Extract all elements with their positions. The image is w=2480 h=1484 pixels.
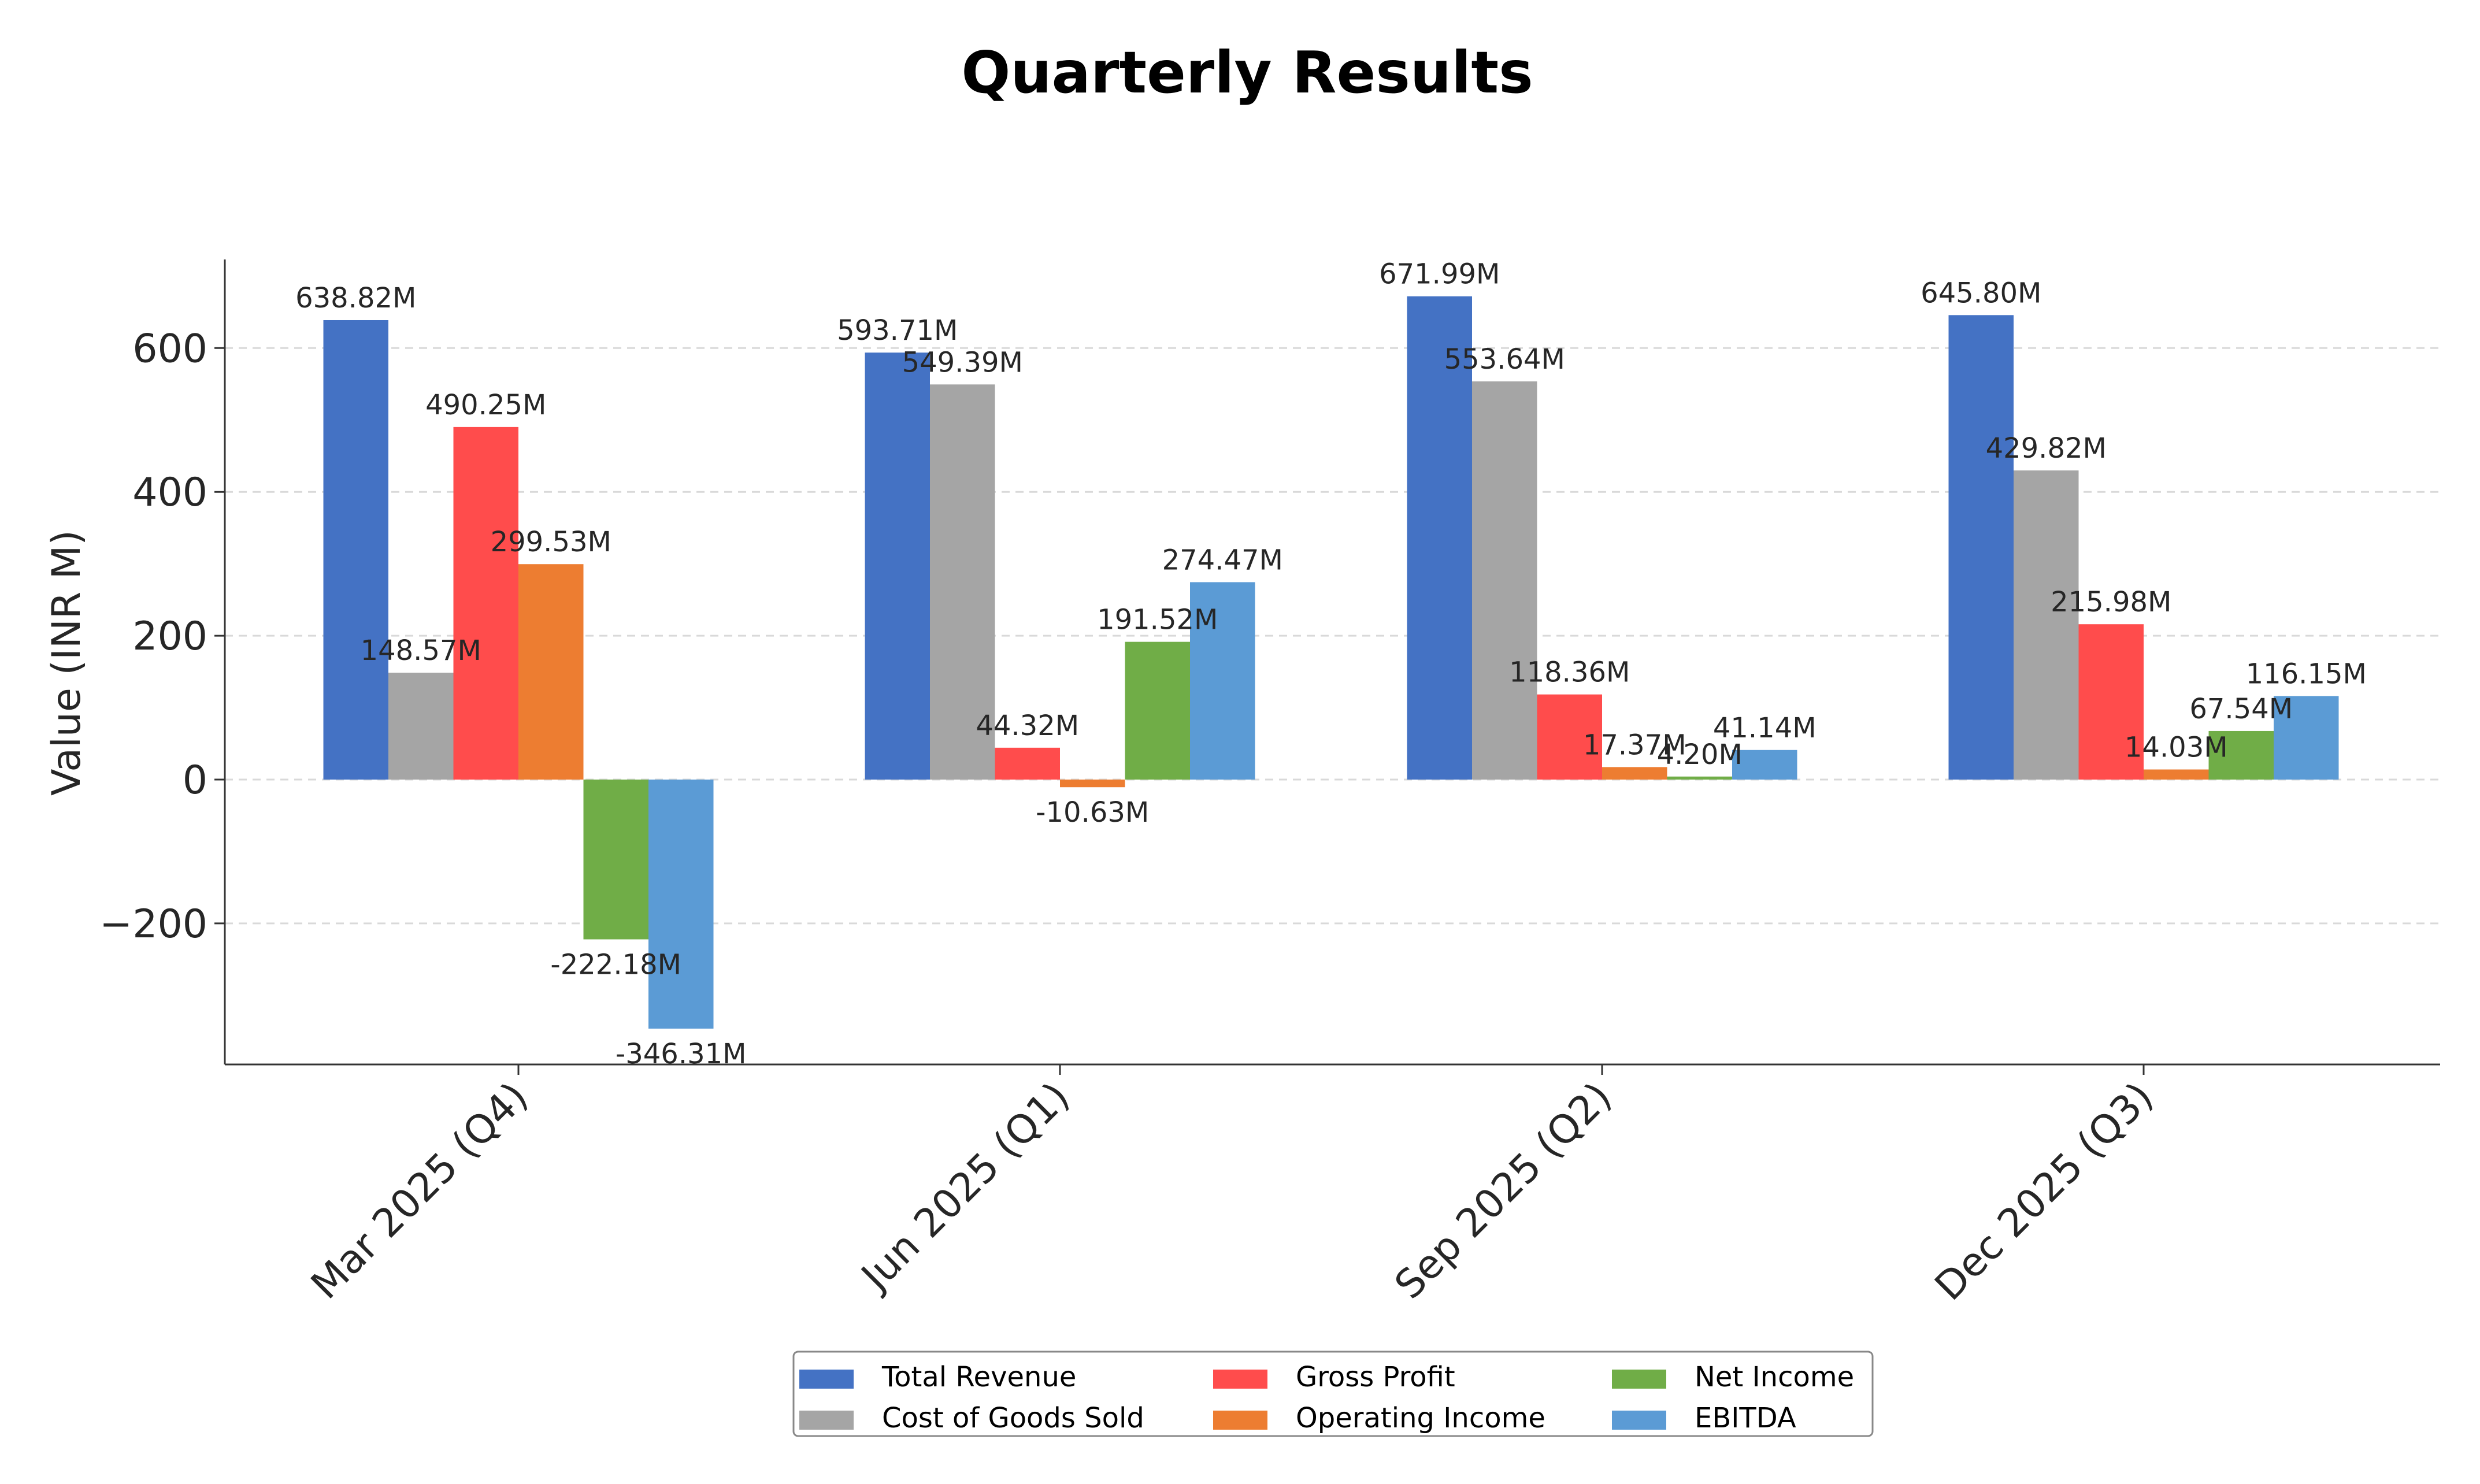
bar-ebitda: [1732, 750, 1797, 780]
bar-value-label: 148.57M: [361, 635, 481, 667]
bar-cost-of-goods-sold: [930, 384, 995, 780]
legend: Total Revenue Cost of Goods Sold Gross Pro…: [792, 1351, 1874, 1437]
bar-value-label: 553.64M: [1444, 343, 1565, 376]
axes: [214, 259, 2440, 1075]
x-tick-label: Sep 2025 (Q2): [1387, 1074, 1621, 1308]
bar-operating-income: [1060, 780, 1125, 788]
y-axis-label: Value (INR M): [44, 530, 90, 796]
bar-value-label: 116.15M: [2246, 658, 2367, 690]
bar-cost-of-goods-sold: [388, 673, 454, 780]
bar-ebitda: [648, 780, 714, 1029]
bar-value-label: 638.82M: [295, 282, 416, 314]
legend-swatch: [1612, 1411, 1666, 1430]
bar-value-label: 191.52M: [1097, 604, 1218, 636]
chart-title: Quarterly Results: [961, 39, 1533, 106]
data-labels: 638.82M 593.71M 671.99M 645.80M 148.57M 549.3…: [295, 258, 2367, 1070]
legend-swatch: [1213, 1370, 1267, 1389]
bar-value-label: 118.36M: [1509, 656, 1630, 689]
bar-operating-income: [518, 564, 584, 780]
bar-value-label: -346.31M: [616, 1038, 747, 1070]
bar-value-label: 41.14M: [1713, 712, 1817, 744]
bar-cost-of-goods-sold: [2014, 470, 2079, 780]
x-tick-label: Jun 2025 (Q1): [851, 1074, 1078, 1301]
bar-value-label: 44.32M: [976, 710, 1079, 742]
legend-box: [792, 1351, 1874, 1437]
legend-label: Operating Income: [1296, 1402, 1545, 1434]
legend-label: Cost of Goods Sold: [882, 1402, 1144, 1434]
bar-net-income: [2208, 730, 2274, 780]
bar-net-income: [1125, 641, 1190, 780]
bar-cost-of-goods-sold: [1472, 381, 1537, 780]
bar-gross-profit: [995, 747, 1060, 780]
y-tick-label: 0: [183, 758, 207, 803]
bar-value-label: 299.53M: [491, 526, 611, 558]
bars: [323, 296, 2339, 1029]
y-tick-label: −200: [99, 901, 207, 947]
y-tick-label: 600: [132, 326, 207, 372]
bar-total-revenue: [323, 320, 388, 780]
bar-total-revenue: [1407, 296, 1472, 780]
legend-swatch: [1213, 1411, 1267, 1430]
bar-value-label: -10.63M: [1036, 796, 1149, 829]
bar-ebitda: [2274, 696, 2339, 780]
y-tick-label: 400: [132, 470, 207, 515]
legend-label: Net Income: [1695, 1361, 1854, 1393]
legend-swatch: [799, 1411, 854, 1430]
legend-label: Total Revenue: [881, 1361, 1076, 1393]
bar-value-label: 645.80M: [1921, 277, 2041, 309]
bar-total-revenue: [865, 353, 930, 780]
bar-value-label: 67.54M: [2189, 693, 2293, 725]
y-tick-label: 200: [132, 614, 207, 659]
bar-net-income: [583, 780, 648, 940]
bar-gross-profit: [1537, 694, 1602, 780]
bar-value-label: 549.39M: [902, 346, 1023, 379]
bar-value-label: 490.25M: [425, 389, 546, 421]
bar-value-label: 17.37M: [1583, 729, 1686, 761]
bar-gross-profit: [453, 426, 518, 780]
bar-value-label: 215.98M: [2051, 586, 2171, 618]
legend-label: Gross Profit: [1296, 1361, 1455, 1393]
x-tick-label: Mar 2025 (Q4): [303, 1074, 537, 1308]
bar-value-label: 14.03M: [2125, 732, 2228, 764]
legend-swatch: [799, 1370, 854, 1389]
bar-value-label: 593.71M: [837, 314, 958, 347]
bar-operating-income: [2144, 769, 2209, 780]
legend-swatch: [1612, 1370, 1666, 1389]
bar-total-revenue: [1948, 315, 2014, 780]
bar-value-label: 671.99M: [1379, 258, 1500, 291]
bar-net-income: [1667, 776, 1732, 780]
legend-label: EBITDA: [1695, 1402, 1796, 1434]
bar-operating-income: [1602, 767, 1667, 780]
bar-ebitda: [1190, 582, 1255, 780]
bar-value-label: -222.18M: [550, 949, 681, 981]
bar-value-label: 274.47M: [1162, 544, 1283, 576]
bar-value-label: 429.82M: [1986, 432, 2107, 465]
bar-value-label: 4.20M: [1657, 739, 1743, 771]
bar-gross-profit: [2078, 624, 2144, 780]
x-tick-label: Dec 2025 (Q3): [1926, 1074, 2162, 1309]
